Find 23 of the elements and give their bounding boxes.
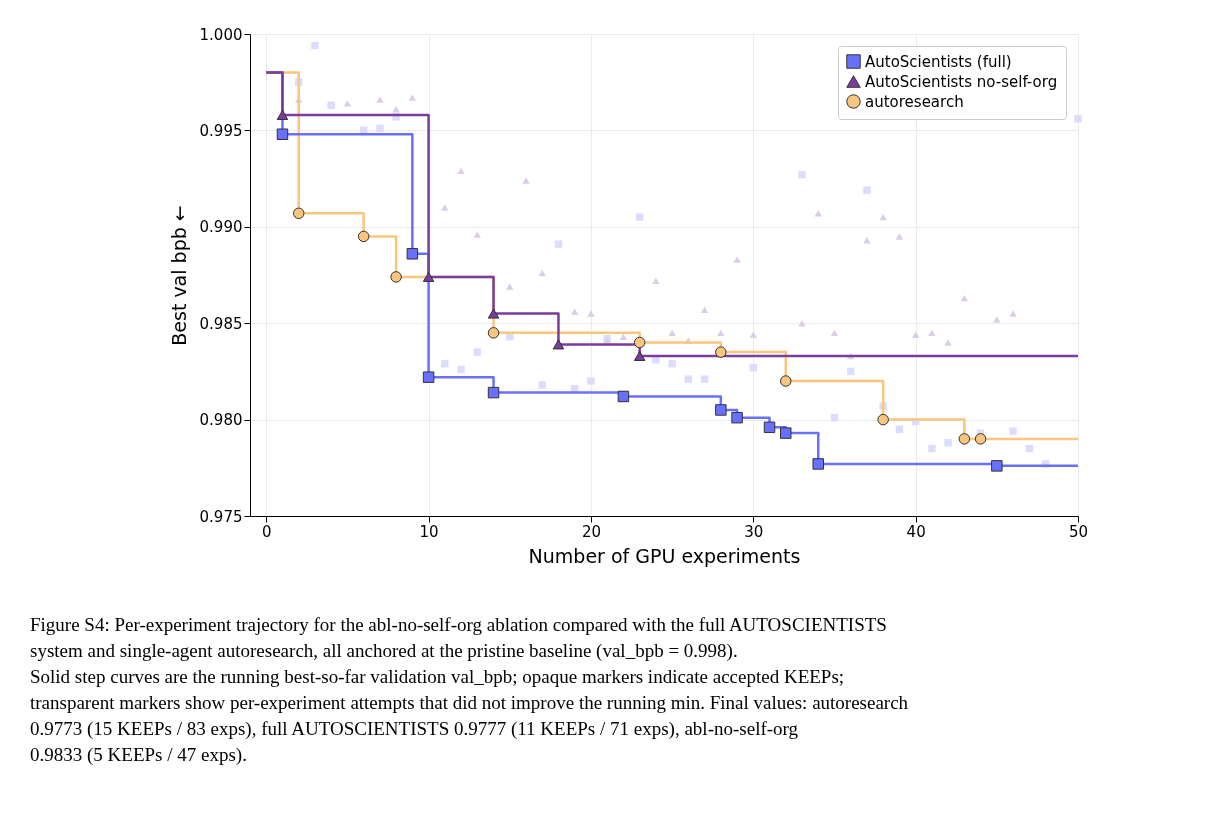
x-tick-label: 30	[744, 522, 764, 541]
x-tick-label: 10	[419, 522, 439, 541]
x-tick-label: 0	[261, 522, 272, 541]
y-tick-label: 0.985	[199, 314, 243, 333]
y-tick-label: 0.975	[199, 507, 243, 526]
y-tick-label: 1.000	[199, 25, 243, 44]
y-tick-label: 0.990	[199, 218, 243, 237]
x-tick-label: 20	[581, 522, 601, 541]
text: 0.9773 (15 KEEPs / 83 exps), full AUTOSCIENTISTS 0.9777 (11 KEEPs / 71 exps), abl-no-self-org	[30, 718, 799, 740]
legend-label: AutoScientists (full)	[865, 52, 1012, 71]
x-axis-title: Number of GPU experiments	[528, 544, 801, 567]
caption: Figure S4: Per-experiment trajectory for the abl-no-self-org ablation compared with the full AUTOSCIENTISTS	[30, 614, 887, 635]
legend-label: AutoScientists no-self-org	[865, 72, 1058, 91]
text: system and single-agent autoresearch, all anchored at the pristine baseline (val_bpb = 0.998).	[30, 640, 738, 662]
text: Solid step curves are the running best-so-far validation val_bpb; opaque markers indicate accepted KEEPs;	[30, 666, 845, 687]
y-axis-title: Best val bpb ←	[167, 205, 190, 346]
y-tick-label: 0.980	[199, 411, 243, 430]
x-tick-label: 50	[1068, 522, 1089, 541]
x-tick-label: 40	[906, 522, 926, 541]
y-tick-label: 0.995	[199, 121, 243, 140]
text: 0.9833 (5 KEEPs / 47 exps).	[30, 744, 247, 766]
legend-label: autoresearch	[865, 92, 964, 111]
text: transparent markers show per-experiment attempts that did not improve the running min. Final values: autoresearch	[30, 692, 909, 713]
